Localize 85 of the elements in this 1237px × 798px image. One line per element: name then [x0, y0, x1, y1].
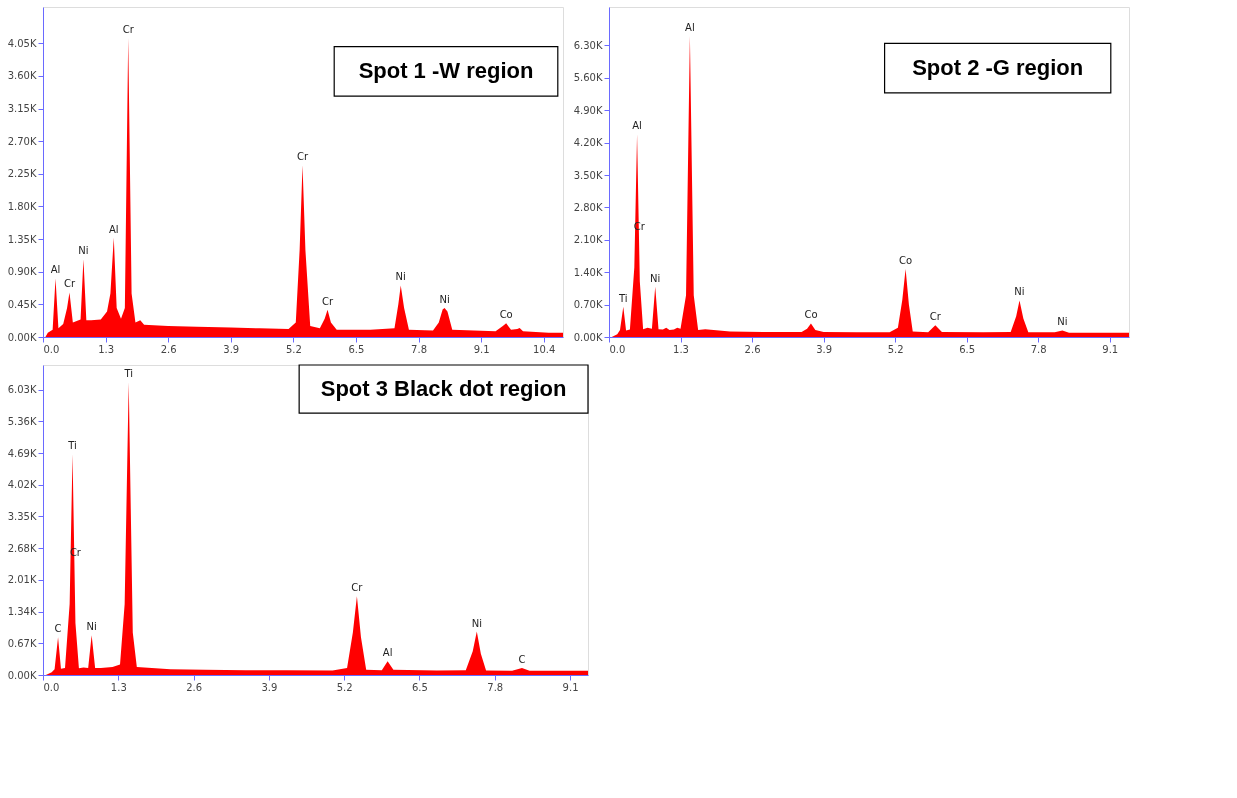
y-tick-label: 2.25K — [7, 168, 37, 180]
x-tick-label: 7.8 — [487, 681, 504, 693]
y-tick-label: 4.05K — [7, 37, 37, 49]
x-tick-label: 3.9 — [223, 343, 240, 355]
y-tick-label: 1.35K — [7, 233, 37, 245]
y-tick-label: 0.70K — [573, 299, 603, 311]
y-tick-label: 0.45K — [7, 298, 37, 310]
annotation: Spot 2 -G region — [912, 55, 1084, 81]
annotation: C — [54, 623, 62, 635]
y-tick-label: 2.68K — [7, 542, 37, 554]
x-tick-label: 6.5 — [959, 343, 976, 355]
y-tick-label: 3.15K — [7, 103, 37, 115]
annotation: Al — [685, 22, 695, 34]
x-tick-label: 7.8 — [411, 343, 428, 355]
annotation: Cr — [351, 582, 364, 594]
annotation: Cr — [122, 24, 135, 36]
annotation: Al — [382, 647, 393, 659]
annotation: Al — [632, 120, 642, 132]
y-tick-label: 4.02K — [7, 479, 37, 491]
y-tick-label: 0.90K — [7, 266, 37, 278]
annotation: Ni — [439, 293, 450, 305]
annotation: Ti — [618, 292, 628, 304]
x-tick-label: 5.2 — [336, 681, 353, 693]
x-tick-label: 9.1 — [1102, 343, 1119, 355]
x-tick-label: 3.9 — [261, 681, 278, 693]
y-tick-label: 3.50K — [573, 169, 603, 181]
x-tick-label: 1.3 — [98, 343, 115, 355]
y-tick-label: 6.30K — [573, 39, 603, 51]
annotation: C — [518, 653, 526, 665]
x-tick-label: 0.0 — [609, 343, 626, 355]
annotation: Ni — [395, 271, 406, 283]
x-tick-label: 7.8 — [1030, 343, 1047, 355]
annotation: Al — [50, 264, 61, 276]
x-tick-label: 9.1 — [562, 681, 579, 693]
x-tick-label: 5.2 — [285, 343, 302, 355]
y-tick-label: 2.01K — [7, 574, 37, 586]
x-tick-label: 10.4 — [533, 343, 556, 355]
annotation: Al — [108, 223, 119, 235]
annotation: Ni — [1057, 316, 1068, 328]
annotation: Ni — [1014, 286, 1025, 298]
y-tick-label: 0.00K — [7, 331, 37, 343]
annotation: Co — [804, 309, 818, 321]
x-tick-label: 2.6 — [160, 343, 177, 355]
y-tick-label: 5.60K — [573, 72, 603, 84]
annotation: Spot 1 -W region — [358, 58, 534, 84]
annotation: Ni — [650, 272, 661, 284]
x-tick-label: 6.5 — [412, 681, 428, 693]
y-tick-label: 4.20K — [573, 137, 603, 149]
y-tick-label: 5.36K — [7, 415, 37, 427]
annotation: Ni — [471, 617, 482, 629]
y-tick-label: 1.40K — [573, 266, 603, 278]
x-tick-label: 1.3 — [673, 343, 689, 355]
y-tick-label: 4.69K — [7, 447, 37, 459]
y-tick-label: 2.10K — [573, 234, 603, 246]
annotation: Co — [899, 255, 913, 267]
x-tick-label: 0.0 — [43, 343, 60, 355]
annotation: Cr — [929, 311, 942, 323]
x-tick-label: 0.0 — [43, 681, 60, 693]
annotation: Co — [499, 309, 513, 321]
y-tick-label: 0.00K — [7, 669, 37, 681]
annotation: Ti — [67, 440, 77, 452]
x-tick-label: 2.6 — [744, 343, 761, 355]
y-tick-label: 1.34K — [7, 606, 37, 618]
x-tick-label: 9.1 — [473, 343, 490, 355]
annotation: Ti — [123, 368, 134, 380]
y-tick-label: 6.03K — [7, 384, 37, 396]
annotation: Ni — [78, 245, 89, 257]
y-tick-label: 2.80K — [573, 201, 603, 213]
y-tick-label: 0.00K — [573, 331, 603, 343]
y-tick-label: 1.80K — [7, 200, 37, 212]
annotation: Cr — [322, 295, 334, 307]
y-tick-label: 3.35K — [7, 510, 37, 522]
x-tick-label: 2.6 — [186, 681, 203, 693]
y-tick-label: 2.70K — [7, 135, 37, 147]
annotation: Cr — [63, 278, 76, 290]
annotation: Cr — [296, 151, 309, 163]
x-tick-label: 3.9 — [816, 343, 833, 355]
annotation: Spot 3 Black dot region — [320, 376, 567, 402]
y-tick-label: 0.67K — [7, 637, 37, 649]
x-tick-label: 5.2 — [887, 343, 904, 355]
y-tick-label: 3.60K — [7, 70, 37, 82]
y-tick-label: 4.90K — [573, 104, 603, 116]
x-tick-label: 1.3 — [110, 681, 127, 693]
annotation: Ni — [86, 621, 97, 633]
x-tick-label: 6.5 — [348, 343, 365, 355]
